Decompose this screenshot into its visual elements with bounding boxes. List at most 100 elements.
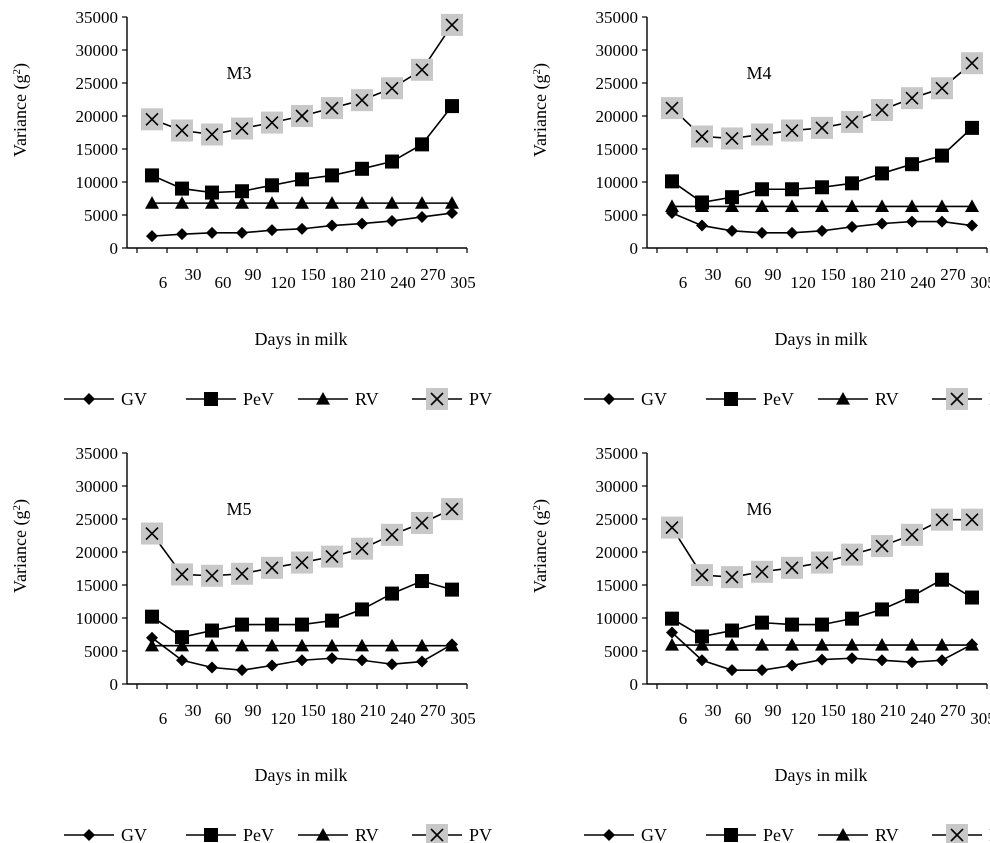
point-pev [695,629,709,644]
point-rv [265,196,279,209]
x-tick-label: 305 [450,273,476,292]
y-axis-title: Variance (g2) [10,499,31,593]
point-pev [235,617,249,632]
legend-marker-pev [204,828,218,842]
point-pev [755,182,769,197]
point-gv [296,222,308,235]
point-pv [661,97,683,120]
legend-label-rv: RV [355,389,379,409]
legend-item-gv: GV [584,825,667,843]
point-gv [876,654,888,667]
point-gv [846,652,858,665]
y-tick-label: 35000 [596,8,639,27]
x-tick-label: 240 [390,273,416,292]
legend-item-gv: GV [64,825,147,843]
point-pev [965,590,979,605]
legend-marker-pv [946,824,968,843]
point-rv [445,196,459,209]
point-pev [175,181,189,196]
x-tick-label: 30 [705,701,722,720]
legend-label-pev: PeV [763,389,794,409]
legend-label-pv: PV [469,825,492,843]
point-gv [386,658,398,671]
x-tick-label: 210 [360,265,386,284]
point-pv [291,551,313,574]
point-pv [201,564,223,587]
point-pv [721,127,743,150]
point-rv [145,196,159,209]
y-tick-label: 15000 [76,140,119,159]
y-tick-label: 10000 [76,609,119,628]
x-tick-label: 6 [159,709,168,728]
point-rv [205,638,219,652]
point-pv [411,511,433,534]
x-tick-label: 6 [159,273,168,292]
point-gv [786,659,798,672]
y-tick-label: 20000 [76,107,119,126]
point-gv [206,226,218,239]
point-rv [325,638,339,652]
point-gv [176,228,188,241]
y-tick-label: 0 [630,675,639,694]
point-pev [785,182,799,197]
point-rv [845,638,859,651]
point-gv [416,210,428,223]
y-tick-label: 30000 [596,41,639,60]
point-rv [355,196,369,209]
y-tick-label: 15000 [596,140,639,159]
point-pv [781,119,803,142]
x-tick-label: 180 [330,709,356,728]
legend-marker-rv [316,828,330,841]
chart-panel-m4: 0 5000 10000 15000 20000 25000 30000 35000 6 30 60… [530,8,990,410]
legend-marker-pv [946,388,968,410]
point-pev [175,630,189,645]
point-pev [815,180,829,195]
point-pv [691,564,713,587]
x-tick-label: 305 [970,273,990,292]
point-pv [261,111,283,134]
point-pev [445,99,459,114]
x-tick-label: 120 [790,709,816,728]
y-tick-label: 25000 [596,510,639,529]
point-pv [901,87,923,110]
point-rv [815,199,829,213]
x-tick-label: 90 [245,265,262,284]
y-tick-label: 35000 [76,8,119,27]
x-tick-label: 60 [215,273,232,292]
point-pev [385,586,399,601]
x-axis-title: Days in milk [775,329,868,349]
point-pv [441,498,463,521]
point-pev [355,161,369,176]
point-rv [385,638,399,652]
point-gv [236,226,248,239]
x-tick-label: 270 [940,265,966,284]
y-tick-label: 15000 [76,576,119,595]
point-rv [695,199,709,213]
point-pv [661,516,683,539]
legend-marker-pev [724,828,738,842]
x-tick-label: 30 [705,265,722,284]
x-tick-label: 270 [940,701,966,720]
y-tick-label: 10000 [596,173,639,192]
point-pv [751,123,773,146]
point-gv [696,219,708,232]
legend-marker-pv [426,824,448,843]
point-rv [965,638,979,651]
x-tick-label: 90 [765,265,782,284]
point-pv [691,125,713,148]
point-rv [665,638,679,651]
point-pv [961,52,983,75]
legend-label-pev: PeV [243,825,274,843]
point-pv [931,508,953,531]
legend-item-gv: GV [64,389,147,409]
point-pv [441,13,463,36]
point-pev [205,623,219,638]
y-tick-label: 20000 [596,543,639,562]
x-axis-title: Days in milk [255,765,348,785]
x-tick-label: 305 [970,709,990,728]
point-pv [811,551,833,574]
legend-item-pev: PeV [186,825,274,843]
point-gv [756,664,768,677]
legend-label-gv: GV [641,389,667,409]
point-gv [446,207,458,220]
